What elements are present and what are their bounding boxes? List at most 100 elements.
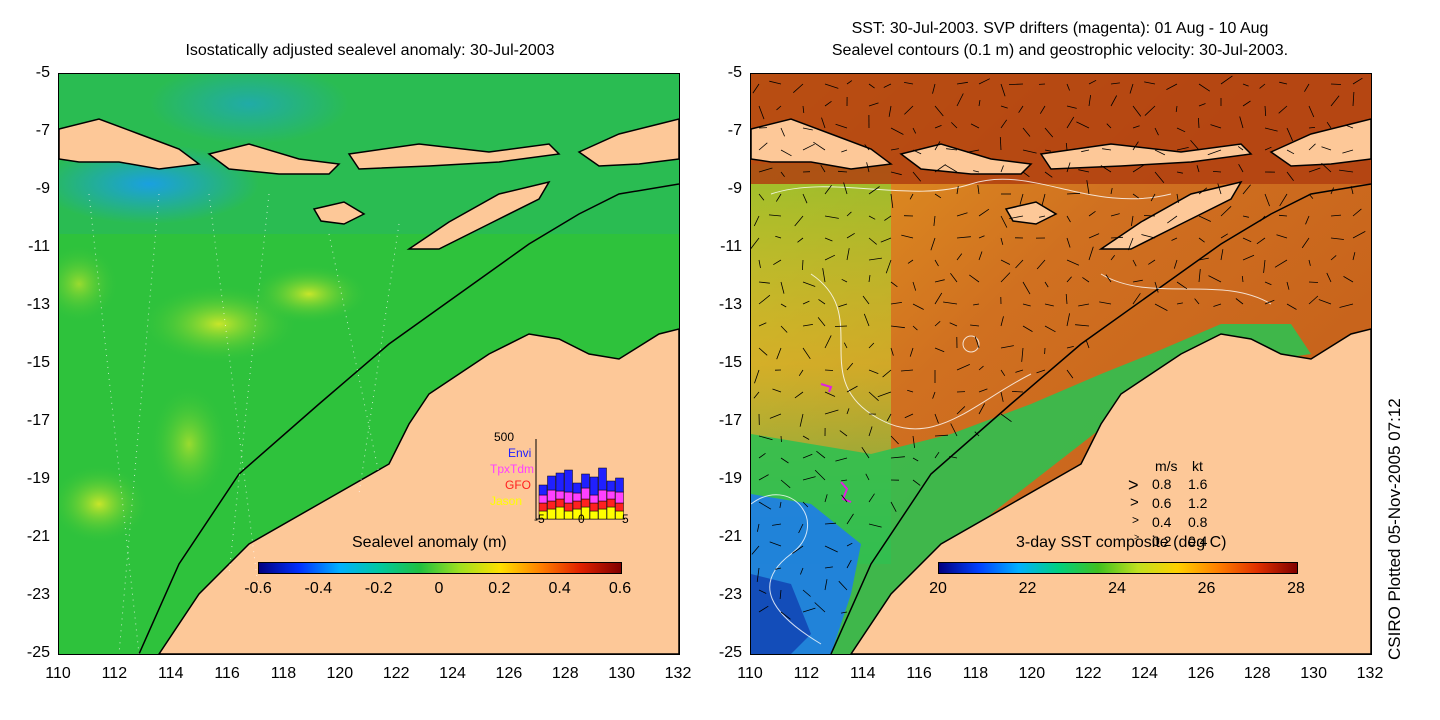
velocity-arrow (865, 473, 870, 481)
right-x-tick: 122 (1074, 665, 1102, 682)
velocity-arrow (802, 259, 804, 271)
inset-bar-segment (555, 506, 565, 520)
velocity-arrow (1198, 215, 1211, 222)
velocity-arrow (1198, 187, 1208, 195)
velocity-arrow (1154, 127, 1159, 136)
left-colorbar-tick: 0.2 (488, 580, 511, 597)
inset-bar-segment (589, 476, 599, 496)
right-x-tick: 112 (793, 665, 820, 682)
velocity-arrow (1019, 193, 1024, 205)
left-x-tick: 112 (101, 665, 128, 682)
velocity-arrow (846, 248, 850, 261)
velocity-arrow (799, 413, 804, 427)
velocity-arrow (934, 451, 940, 459)
inset-bar-segment (547, 500, 556, 510)
velocity-arrow (1167, 215, 1178, 224)
velocity-legend-kt: 0.8 (1188, 514, 1208, 530)
velocity-arrow (978, 78, 990, 85)
velocity-arrow (797, 237, 804, 243)
velocity-arrow (758, 605, 769, 613)
inset-bar-segment (555, 498, 565, 508)
right-x-tick: 124 (1131, 665, 1158, 682)
velocity-arrow (978, 365, 984, 371)
velocity-arrow (1022, 171, 1030, 178)
velocity-arrow (1129, 83, 1134, 94)
velocity-arrow (1239, 116, 1244, 129)
velocity-arrow (798, 369, 804, 377)
velocity-legend-ms: 0.2 (1152, 533, 1172, 549)
inset-bar-segment (538, 484, 548, 496)
velocity-arrow (934, 347, 945, 353)
velocity-arrow (1241, 275, 1244, 283)
inset-bar-segment (538, 502, 548, 512)
velocity-arrow (978, 388, 988, 393)
velocity-arrow (1044, 325, 1056, 333)
svp-drifter-track (840, 481, 852, 503)
velocity-arrow (868, 102, 879, 107)
velocity-arrow (1264, 299, 1275, 305)
velocity-arrow (1110, 213, 1120, 217)
velocity-legend-kt: 0.4 (1188, 533, 1208, 549)
velocity-arrow (802, 453, 813, 459)
velocity-arrow (769, 80, 782, 85)
velocity-arrow (1036, 259, 1046, 270)
velocity-arrow (890, 325, 905, 329)
inset-bar-segment (606, 490, 616, 500)
velocity-arrow (956, 212, 968, 217)
velocity-arrow (769, 413, 782, 419)
velocity-arrow (780, 281, 785, 294)
velocity-arrow (802, 105, 805, 114)
velocity-arrow (780, 435, 782, 443)
inset-bar-segment (606, 506, 616, 520)
velocity-arrow (1081, 149, 1090, 153)
velocity-arrow (861, 446, 870, 459)
velocity-arrow (1078, 303, 1090, 307)
velocity-arrow (758, 322, 767, 327)
left-y-tick: -11 (28, 238, 50, 255)
right-colorbar-tick: 28 (1287, 580, 1305, 597)
right-y-tick: -9 (727, 180, 742, 197)
right-x-tick: 132 (1356, 665, 1384, 682)
velocity-arrow (824, 369, 834, 371)
left-y-tick: -5 (35, 64, 50, 81)
velocity-arrow (1352, 231, 1366, 239)
velocity-arrow (1044, 127, 1054, 138)
velocity-arrow (864, 144, 870, 151)
velocity-arrow (1308, 167, 1321, 173)
velocity-arrow (949, 456, 958, 459)
velocity-arrow (1242, 184, 1251, 195)
velocity-arrow (1022, 303, 1031, 307)
left-y-tick: -17 (26, 412, 50, 429)
velocity-arrow (907, 389, 914, 393)
velocity-arrow (1110, 255, 1116, 261)
velocity-arrow (1220, 233, 1229, 239)
csiro-credit: CSIRO Plotted 05-Nov-2005 07:12 (1385, 398, 1404, 660)
velocity-arrow (758, 281, 770, 284)
velocity-arrow (841, 278, 848, 283)
velocity-arrow (846, 362, 854, 371)
velocity-arrow (934, 321, 941, 327)
inset-bar-segment (581, 487, 590, 500)
velocity-arrow (846, 385, 858, 393)
velocity-arrow (1132, 293, 1141, 305)
left-y-tick: -23 (26, 586, 50, 603)
shelf-break-contour (138, 183, 679, 654)
velocity-arrow (1000, 391, 1004, 402)
velocity-arrow (909, 347, 914, 357)
velocity-arrow (1066, 215, 1071, 223)
velocity-arrow (1011, 391, 1024, 393)
velocity-arrow (1220, 249, 1224, 261)
velocity-arrow (768, 214, 782, 217)
velocity-arrow (1308, 259, 1311, 266)
velocity-arrow (1154, 149, 1166, 156)
velocity-arrow (1000, 83, 1006, 97)
velocity-arrow (1308, 295, 1319, 305)
velocity-arrow (772, 523, 782, 526)
velocity-arrow (758, 452, 766, 459)
left-x-tick: 120 (326, 665, 354, 682)
velocity-arrow (882, 369, 892, 378)
velocity-arrow (1099, 301, 1112, 305)
velocity-legend-arrow: > (1134, 532, 1140, 542)
velocity-arrow (1144, 81, 1156, 85)
velocity-arrow (974, 336, 980, 349)
